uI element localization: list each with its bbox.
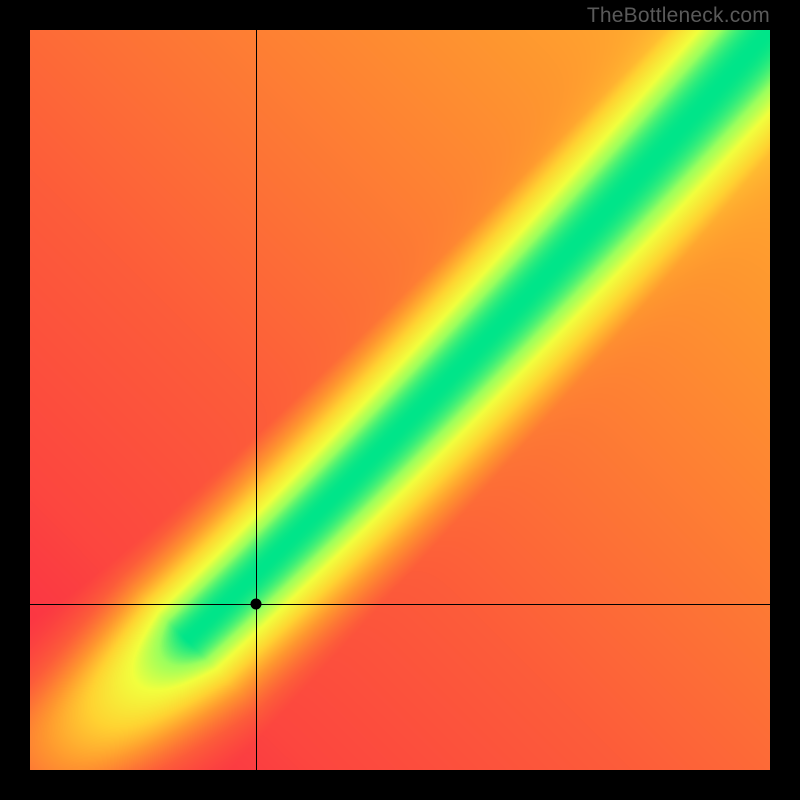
crosshair-horizontal bbox=[30, 604, 770, 605]
plot-area bbox=[30, 30, 770, 770]
crosshair-vertical bbox=[256, 30, 257, 770]
selected-point-marker bbox=[250, 598, 261, 609]
heatmap-canvas bbox=[30, 30, 770, 770]
watermark-text: TheBottleneck.com bbox=[587, 4, 770, 28]
